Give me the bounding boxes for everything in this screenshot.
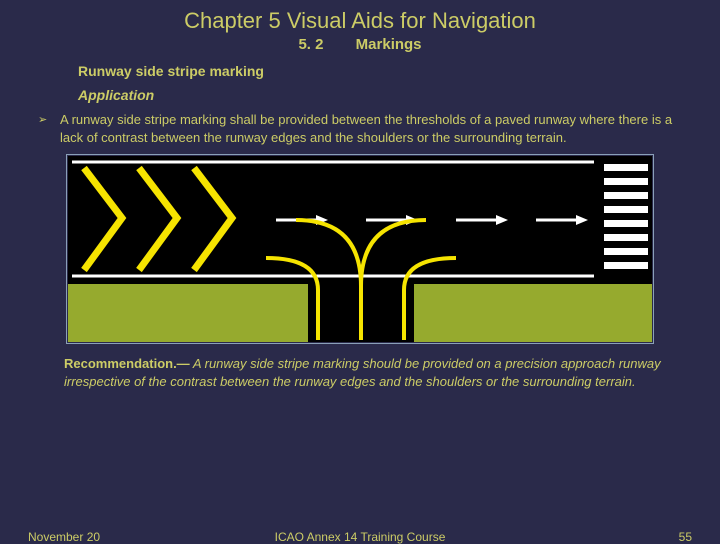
footer-page: 55 (679, 530, 692, 544)
bullet-row: ➢ A runway side stripe marking shall be … (38, 111, 682, 146)
section-number: 5. 2 (298, 36, 323, 53)
recommendation: Recommendation.— A runway side stripe ma… (64, 355, 674, 390)
chapter-title: Chapter 5 Visual Aids for Navigation (0, 0, 720, 34)
bullet-icon: ➢ (38, 111, 60, 146)
runway-diagram (66, 154, 654, 349)
bullet-text: A runway side stripe marking shall be pr… (60, 111, 682, 146)
section-row: 5. 2 Markings (0, 36, 720, 53)
section-label: Markings (356, 36, 422, 53)
application-label: Application (78, 87, 720, 103)
recommendation-prefix: Recommendation.— (64, 356, 190, 371)
footer-course: ICAO Annex 14 Training Course (0, 530, 720, 544)
subheading: Runway side stripe marking (78, 63, 720, 79)
